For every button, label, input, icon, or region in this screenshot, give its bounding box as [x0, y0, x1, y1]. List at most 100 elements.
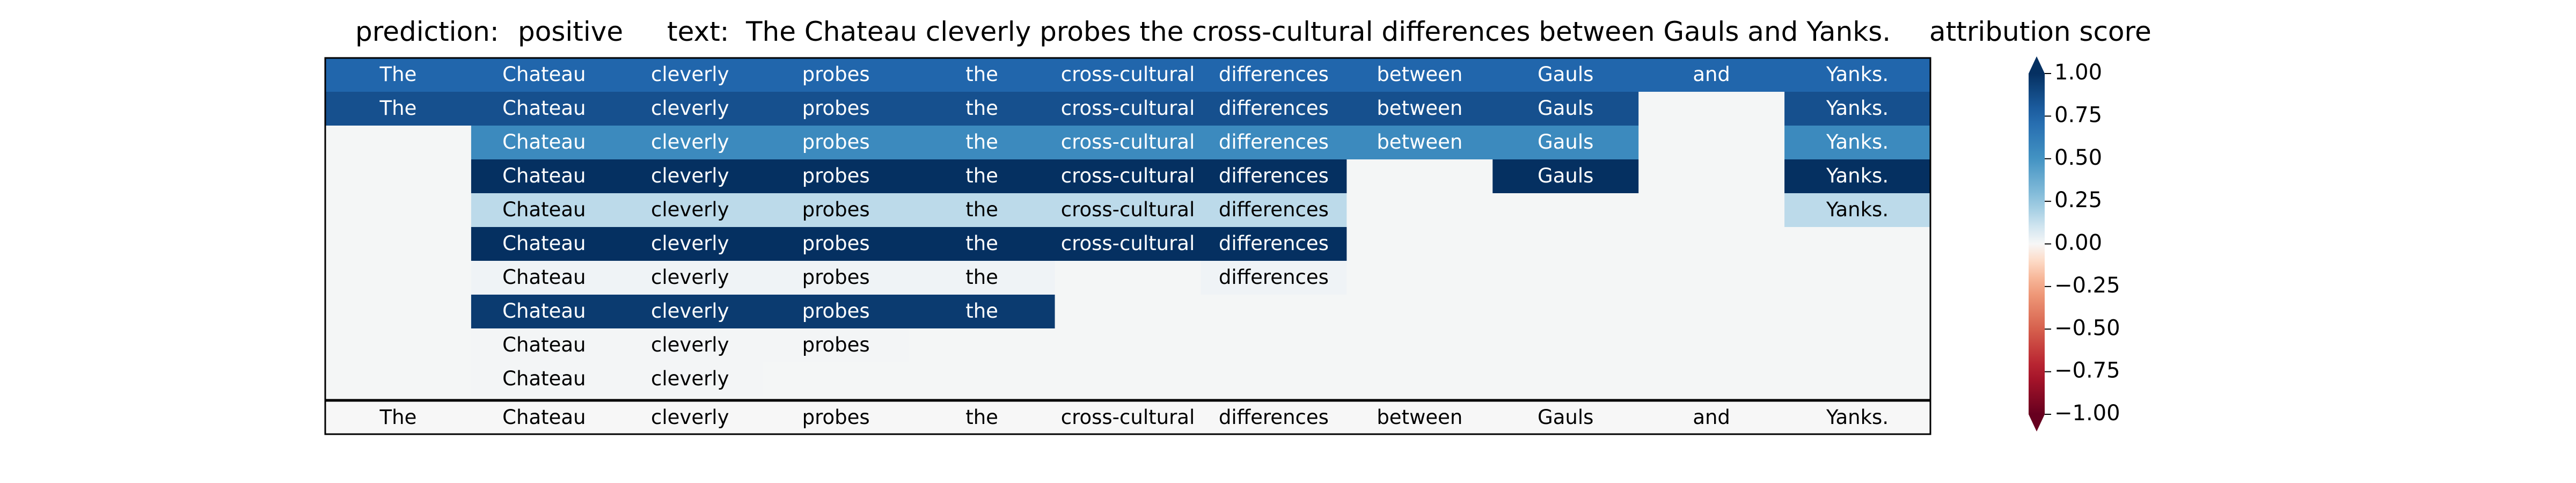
- heatmap-cell-token: Yanks.: [1826, 63, 1889, 86]
- heatmap-cell: [1346, 159, 1493, 194]
- heatmap-cell-token: Chateau: [502, 232, 586, 255]
- baseline-cell: [763, 401, 910, 434]
- heatmap-cell-token: Yanks.: [1826, 130, 1889, 153]
- heatmap-cell-token: cleverly: [651, 97, 729, 120]
- colorbar-extend-min: [2029, 414, 2045, 431]
- heatmap-cell: [1784, 295, 1931, 329]
- heatmap-cell: [471, 362, 618, 397]
- heatmap-cell: [1638, 159, 1785, 194]
- heatmap-cell: [1055, 159, 1201, 194]
- heatmap-cell: [471, 295, 618, 329]
- heatmap-cell-token: probes: [802, 130, 870, 153]
- heatmap-cell-token: cleverly: [651, 333, 729, 356]
- heatmap-cell-token: Yanks.: [1826, 97, 1889, 120]
- heatmap-cell-token: cross-cultural: [1061, 232, 1195, 255]
- heatmap-cell: [763, 261, 910, 295]
- colorbar-tick-label: 0.25: [2054, 188, 2102, 213]
- heatmap-cell-token: differences: [1219, 130, 1329, 153]
- heatmap-cell: [1492, 362, 1639, 397]
- heatmap-cell: [763, 328, 910, 363]
- heatmap-cell: [471, 328, 618, 363]
- heatmap-cell: [1492, 295, 1639, 329]
- baseline-token: cross-cultural: [1061, 406, 1195, 429]
- heatmap-cell: [1638, 328, 1785, 363]
- heatmap-cell: [909, 92, 1056, 126]
- heatmap-cell-token: Chateau: [502, 266, 586, 289]
- baseline-token: probes: [802, 406, 870, 429]
- baseline-cell: [1784, 401, 1931, 434]
- heatmap-cell-token: cleverly: [651, 367, 729, 390]
- heatmap-cell-token: probes: [802, 63, 870, 86]
- heatmap-cell: [1055, 92, 1201, 126]
- heatmap-cell: [1784, 92, 1931, 126]
- colorbar-tick-label: 0.50: [2054, 145, 2102, 170]
- heatmap-cell-token: differences: [1219, 164, 1329, 187]
- prediction-label: prediction:: [355, 16, 499, 47]
- heatmap-cell: [1638, 362, 1785, 397]
- heatmap-cell: [1201, 261, 1347, 295]
- heatmap-cell: [1492, 227, 1639, 261]
- colorbar-tick-label: 0.00: [2054, 231, 2102, 255]
- heatmap-cell-token: cross-cultural: [1061, 198, 1195, 221]
- heatmap-cell: [1346, 295, 1493, 329]
- heatmap-cell: [1346, 58, 1493, 92]
- heatmap-cell: [471, 193, 618, 228]
- heatmap-cell-token: Gauls: [1538, 97, 1593, 120]
- heatmap-cell: [1784, 328, 1931, 363]
- heatmap-cell: [1055, 193, 1201, 228]
- heatmap-cell: [909, 159, 1056, 194]
- heatmap-cell-token: probes: [802, 97, 870, 120]
- baseline-token: The: [379, 406, 417, 429]
- baseline-token: cleverly: [651, 406, 729, 429]
- heatmap-cell-token: Chateau: [502, 130, 586, 153]
- heatmap-cell: [1346, 92, 1493, 126]
- colorbar-gradient: [2029, 74, 2045, 414]
- heatmap-cell-token: cleverly: [651, 164, 729, 187]
- heatmap-cell-token: differences: [1219, 232, 1329, 255]
- heatmap-cell: [471, 261, 618, 295]
- heatmap-cell: [325, 126, 472, 160]
- baseline-cell: [1638, 401, 1785, 434]
- heatmap-cell: [1201, 126, 1347, 160]
- heatmap-cell: [1346, 193, 1493, 228]
- heatmap-cell-token: cleverly: [651, 198, 729, 221]
- heatmap-cell: [617, 126, 764, 160]
- heatmap-cell: [617, 295, 764, 329]
- heatmap-cell: [1055, 295, 1201, 329]
- heatmap-cell-token: Chateau: [502, 164, 586, 187]
- heatmap-cell-token: cleverly: [651, 266, 729, 289]
- heatmap-cell-token: probes: [802, 164, 870, 187]
- baseline-cell: [1492, 401, 1639, 434]
- heatmap-cell: [617, 328, 764, 363]
- heatmap-cell: [1784, 159, 1931, 194]
- heatmap-cell-token: the: [965, 299, 998, 323]
- heatmap-cell-token: Yanks.: [1826, 164, 1889, 187]
- heatmap-cell-token: The: [379, 97, 417, 120]
- heatmap-cell: [1638, 92, 1785, 126]
- heatmap-cell: [1784, 58, 1931, 92]
- baseline-token: the: [965, 406, 998, 429]
- attribution-title: attribution score: [1929, 16, 2151, 47]
- heatmap-cell-token: cleverly: [651, 130, 729, 153]
- heatmap-cell: [1201, 328, 1347, 363]
- heatmap-cell: [763, 227, 910, 261]
- heatmap-cells: [325, 58, 1931, 434]
- heatmap-cell-token: the: [965, 130, 998, 153]
- colorbar-tick-label: −1.00: [2054, 401, 2120, 426]
- heatmap-cell-token: the: [965, 164, 998, 187]
- heatmap-token-labels: The Chateau cleverly probes the cross-cultura…: [379, 63, 1889, 429]
- heatmap-cell: [909, 328, 1056, 363]
- heatmap-cell: [1492, 126, 1639, 160]
- heatmap-cell-token: Chateau: [502, 97, 586, 120]
- heatmap-cell: [1784, 193, 1931, 228]
- heatmap-cell: [1055, 227, 1201, 261]
- baseline-cell: [325, 401, 472, 434]
- baseline-token: Yanks.: [1826, 406, 1889, 429]
- heatmap-cell-token: probes: [802, 299, 870, 323]
- heatmap-cell: [325, 58, 472, 92]
- baseline-cell: [471, 401, 618, 434]
- heatmap-cell: [1055, 261, 1201, 295]
- heatmap-cell: [1201, 193, 1347, 228]
- heatmap-border: [324, 57, 1931, 435]
